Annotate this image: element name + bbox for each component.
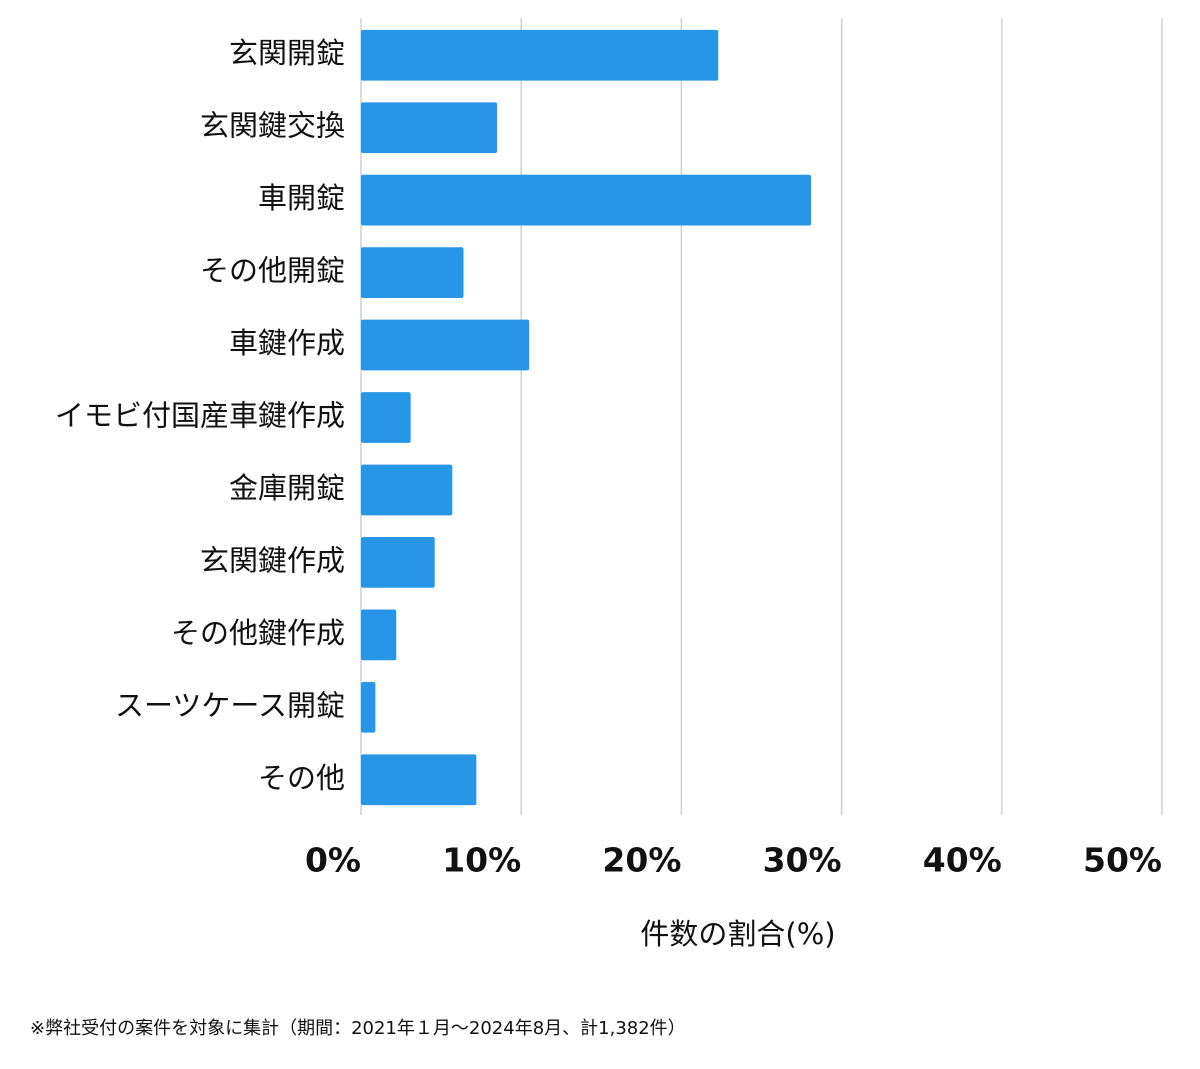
footnote: ※弊社受付の案件を対象に集計（期間：2021年１月〜2024年8月、計1,382… [30,1018,686,1039]
x-tick-label: 40% [923,841,1002,880]
y-tick-label: 車開錠 [258,181,345,215]
bar [361,392,411,443]
bar [361,537,435,588]
y-tick-label: スーツケース開錠 [115,688,345,722]
x-axis-label: 件数の割合(%) [640,917,835,951]
y-tick-label: その他 [258,761,345,795]
x-tick-label: 10% [442,841,521,880]
x-tick-label: 30% [763,841,842,880]
y-tick-label: イモビ付国産車鍵作成 [55,399,345,433]
y-tick-label: 玄関開錠 [229,36,345,70]
bar [361,247,464,298]
y-tick-label: その他鍵作成 [171,616,345,650]
bar [361,102,498,154]
y-tick-label: 車鍵作成 [229,326,345,360]
x-tick-label: 20% [602,841,681,880]
x-tick-label: 50% [1083,841,1162,880]
bar [361,319,530,371]
bar [361,29,719,81]
bar [361,754,477,806]
y-tick-label: 金庫開錠 [229,471,345,505]
bar [361,681,376,733]
bar [361,609,397,661]
bar [361,174,812,226]
y-tick-label: 玄関鍵交換 [200,109,345,143]
bar [361,464,453,516]
x-tick-label: 0% [305,841,361,880]
y-tick-label: 玄関鍵作成 [200,543,345,577]
y-tick-label: その他開錠 [200,254,345,288]
